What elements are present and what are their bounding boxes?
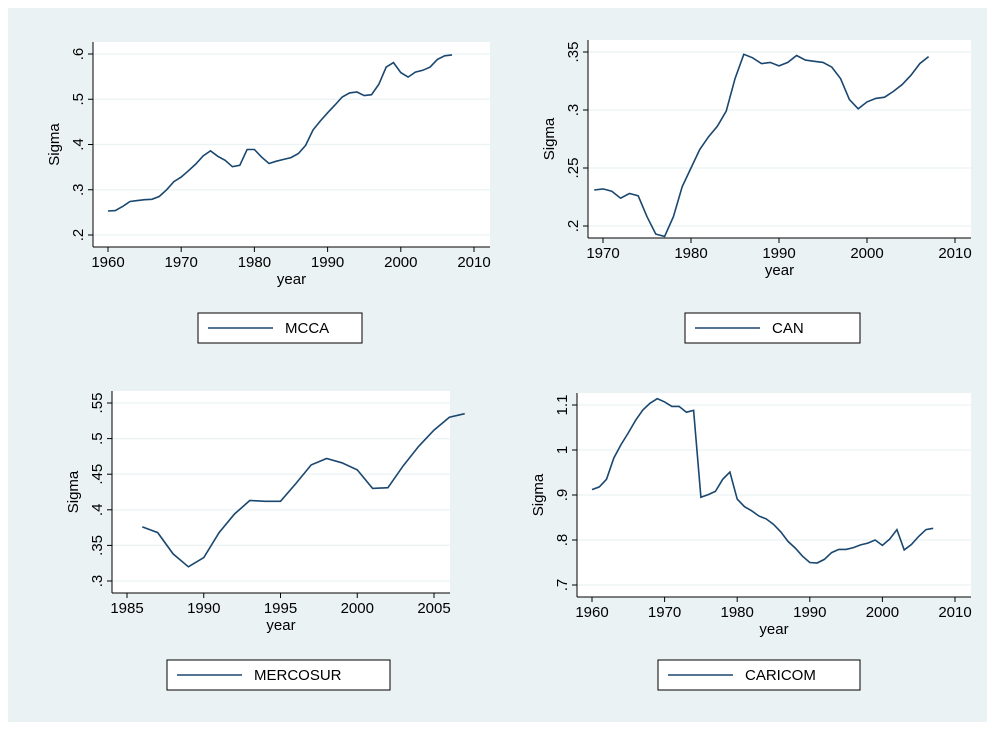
y-tick-label: .45 — [89, 464, 106, 485]
y-tick-label: .4 — [89, 504, 106, 517]
legend-label: CAN — [772, 320, 804, 337]
x-tick-label: 2010 — [457, 254, 490, 271]
x-tick-label: 2005 — [417, 600, 450, 617]
x-tick-label: 1970 — [586, 245, 619, 262]
legend-label: MERCOSUR — [254, 667, 342, 684]
data-line — [107, 54, 453, 212]
x-tick-label: 2010 — [938, 245, 971, 262]
x-tick-label: 1995 — [264, 600, 297, 617]
x-tick-label: 1985 — [110, 600, 143, 617]
y-tick-label: .35 — [565, 42, 582, 63]
x-tick-label: 1960 — [575, 604, 608, 621]
x-axis-label: year — [277, 271, 306, 288]
y-tick-label: .8 — [554, 534, 571, 547]
x-tick-label: 2000 — [866, 604, 899, 621]
x-tick-label: 2000 — [850, 245, 883, 262]
x-tick-label: 1970 — [165, 254, 198, 271]
y-tick-label: .7 — [554, 579, 571, 592]
y-tick-label: .2 — [70, 229, 87, 242]
legend-label: CARICOM — [745, 667, 816, 684]
plot-region — [588, 40, 971, 238]
y-tick-label: .55 — [89, 393, 106, 414]
y-tick-label: .35 — [89, 535, 106, 556]
plot-region — [112, 391, 450, 593]
x-axis-label: year — [266, 617, 295, 634]
y-tick-label: .3 — [70, 183, 87, 196]
y-axis-label: Sigma — [65, 470, 82, 513]
x-tick-label: 1990 — [187, 600, 220, 617]
y-tick-label: .25 — [565, 158, 582, 179]
data-line — [591, 397, 934, 564]
y-tick-label: .9 — [554, 489, 571, 502]
y-tick-label: .5 — [89, 432, 106, 445]
y-axis-label: Sigma — [541, 117, 558, 160]
x-tick-label: 1960 — [91, 254, 124, 271]
x-tick-label: 1990 — [762, 245, 795, 262]
y-axis-label: Sigma — [46, 123, 63, 166]
y-tick-label: .3 — [565, 104, 582, 117]
y-tick-label: .3 — [89, 575, 106, 588]
y-tick-label: .5 — [70, 93, 87, 106]
x-tick-label: 1980 — [721, 604, 754, 621]
x-tick-label: 2000 — [341, 600, 374, 617]
legend-label: MCCA — [285, 320, 329, 337]
y-tick-label: .4 — [70, 138, 87, 151]
x-tick-label: 2010 — [938, 604, 971, 621]
y-tick-label: 1.1 — [554, 395, 571, 416]
data-line — [594, 53, 930, 238]
x-tick-label: 1990 — [311, 254, 344, 271]
y-tick-label: 1 — [554, 446, 571, 454]
x-tick-label: 1980 — [674, 245, 707, 262]
x-axis-label: year — [759, 621, 788, 638]
x-tick-label: 1990 — [793, 604, 826, 621]
x-tick-label: 1980 — [238, 254, 271, 271]
x-axis-label: year — [765, 262, 794, 279]
data-line — [142, 412, 465, 568]
y-tick-label: .2 — [565, 220, 582, 233]
y-tick-label: .6 — [70, 48, 87, 61]
y-axis-label: Sigma — [530, 473, 547, 516]
x-tick-label: 1970 — [648, 604, 681, 621]
x-tick-label: 2000 — [384, 254, 417, 271]
